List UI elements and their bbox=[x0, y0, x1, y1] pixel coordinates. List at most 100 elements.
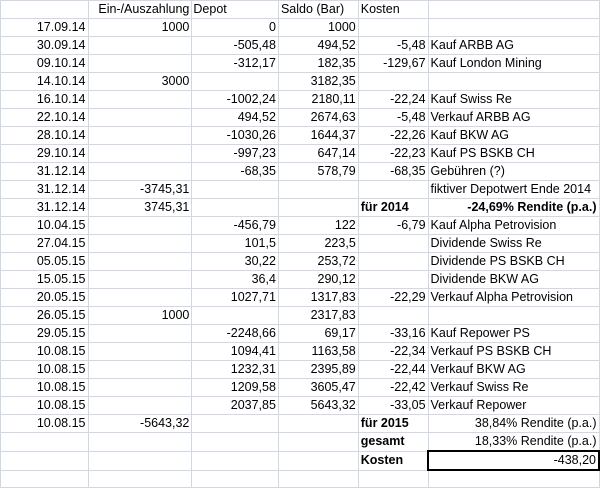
cell-beschreibung[interactable]: Dividende PS BSKB CH bbox=[427, 252, 600, 271]
cell-date[interactable] bbox=[0, 450, 89, 471]
cell-saldo[interactable] bbox=[277, 469, 359, 488]
cell-ein-auszahlung[interactable]: 3745,31 bbox=[87, 198, 193, 217]
cell-ein-auszahlung[interactable] bbox=[87, 252, 193, 271]
cell-ein-auszahlung[interactable] bbox=[87, 342, 193, 361]
cell-date[interactable]: 10.08.15 bbox=[0, 378, 89, 397]
cell-beschreibung[interactable]: Verkauf Swiss Re bbox=[427, 378, 600, 397]
cell-beschreibung[interactable]: Verkauf PS BSKB CH bbox=[427, 342, 600, 361]
cell-kosten[interactable] bbox=[357, 18, 429, 37]
cell-saldo[interactable]: 2674,63 bbox=[277, 108, 359, 127]
cell-date[interactable]: 10.04.15 bbox=[0, 216, 89, 235]
cell-date[interactable]: 17.09.14 bbox=[0, 18, 89, 37]
cell-date[interactable]: 31.12.14 bbox=[0, 180, 89, 199]
cell-saldo[interactable]: 1317,83 bbox=[277, 288, 359, 307]
cell-beschreibung[interactable]: fiktiver Depotwert Ende 2014 bbox=[427, 180, 600, 199]
cell-date[interactable] bbox=[0, 469, 89, 488]
cell-kosten[interactable]: Kosten bbox=[357, 450, 429, 471]
cell-ein-auszahlung[interactable] bbox=[87, 126, 193, 145]
cell-saldo[interactable]: 5643,32 bbox=[277, 396, 359, 415]
cell-kosten[interactable]: für 2014 bbox=[357, 198, 429, 217]
cell-date[interactable]: 14.10.14 bbox=[0, 72, 89, 91]
cell-saldo[interactable]: 2180,11 bbox=[277, 90, 359, 109]
cell-beschreibung[interactable]: Kauf Repower PS bbox=[427, 324, 600, 343]
cell-kosten[interactable]: -6,79 bbox=[357, 216, 429, 235]
cell-ein-auszahlung[interactable] bbox=[87, 288, 193, 307]
cell-depot[interactable]: 1027,71 bbox=[191, 288, 279, 307]
cell-ein-auszahlung[interactable] bbox=[87, 270, 193, 289]
cell-ein-auszahlung[interactable]: 1000 bbox=[87, 18, 193, 37]
cell-date[interactable]: 29.10.14 bbox=[0, 144, 89, 163]
cell-ein-auszahlung[interactable] bbox=[87, 216, 193, 235]
cell-beschreibung[interactable]: -24,69% Rendite (p.a.) bbox=[427, 198, 600, 217]
cell-saldo[interactable]: 1644,37 bbox=[277, 126, 359, 145]
cell-depot[interactable]: 36,4 bbox=[191, 270, 279, 289]
cell-date[interactable]: 10.08.15 bbox=[0, 396, 89, 415]
header-cell-saldo[interactable]: Saldo (Bar) bbox=[277, 0, 359, 19]
cell-kosten[interactable] bbox=[357, 180, 429, 199]
cell-depot[interactable]: -1030,26 bbox=[191, 126, 279, 145]
cell-date[interactable]: 26.05.15 bbox=[0, 306, 89, 325]
cell-ein-auszahlung[interactable] bbox=[87, 162, 193, 181]
cell-depot[interactable] bbox=[191, 198, 279, 217]
cell-depot[interactable]: 494,52 bbox=[191, 108, 279, 127]
cell-ein-auszahlung[interactable] bbox=[87, 360, 193, 379]
cell-saldo[interactable] bbox=[277, 180, 359, 199]
cell-date[interactable]: 30.09.14 bbox=[0, 36, 89, 55]
cell-date[interactable]: 16.10.14 bbox=[0, 90, 89, 109]
header-cell-depot[interactable]: Depot bbox=[191, 0, 279, 19]
cell-ein-auszahlung[interactable] bbox=[87, 469, 193, 488]
cell-date[interactable]: 09.10.14 bbox=[0, 54, 89, 73]
cell-saldo[interactable] bbox=[277, 450, 359, 471]
header-cell-kosten[interactable]: Kosten bbox=[357, 0, 429, 19]
cell-depot[interactable]: 1209,58 bbox=[191, 378, 279, 397]
cell-date[interactable]: 10.08.15 bbox=[0, 342, 89, 361]
cell-ein-auszahlung[interactable] bbox=[87, 324, 193, 343]
cell-depot[interactable]: 1094,41 bbox=[191, 342, 279, 361]
cell-kosten[interactable]: -22,24 bbox=[357, 90, 429, 109]
cell-ein-auszahlung[interactable]: -3745,31 bbox=[87, 180, 193, 199]
cell-depot[interactable] bbox=[191, 469, 279, 488]
cell-depot[interactable]: -68,35 bbox=[191, 162, 279, 181]
cell-kosten[interactable]: -22,42 bbox=[357, 378, 429, 397]
cell-beschreibung[interactable]: 18,33% Rendite (p.a.) bbox=[427, 432, 600, 452]
cell-depot[interactable]: -1002,24 bbox=[191, 90, 279, 109]
cell-kosten[interactable]: -33,16 bbox=[357, 324, 429, 343]
cell-ein-auszahlung[interactable] bbox=[87, 108, 193, 127]
cell-beschreibung[interactable]: Verkauf BKW AG bbox=[427, 360, 600, 379]
cell-kosten[interactable] bbox=[357, 72, 429, 91]
cell-beschreibung[interactable]: Dividende BKW AG bbox=[427, 270, 600, 289]
cell-ein-auszahlung[interactable] bbox=[87, 378, 193, 397]
cell-date[interactable]: 31.12.14 bbox=[0, 198, 89, 217]
cell-ein-auszahlung[interactable] bbox=[87, 36, 193, 55]
cell-depot[interactable] bbox=[191, 450, 279, 471]
header-cell-ein-auszahlung[interactable]: Ein-/Auszahlung bbox=[87, 0, 193, 19]
cell-ein-auszahlung[interactable] bbox=[87, 54, 193, 73]
cell-beschreibung[interactable]: Verkauf ARBB AG bbox=[427, 108, 600, 127]
cell-ein-auszahlung[interactable] bbox=[87, 234, 193, 253]
cell-kosten[interactable] bbox=[357, 469, 429, 488]
cell-saldo[interactable]: 69,17 bbox=[277, 324, 359, 343]
cell-kosten[interactable]: -5,48 bbox=[357, 108, 429, 127]
cell-kosten[interactable]: für 2015 bbox=[357, 414, 429, 433]
cell-ein-auszahlung[interactable]: 1000 bbox=[87, 306, 193, 325]
cell-saldo[interactable]: 1163,58 bbox=[277, 342, 359, 361]
cell-depot[interactable] bbox=[191, 306, 279, 325]
header-cell-beschreibung[interactable] bbox=[427, 0, 600, 19]
cell-depot[interactable] bbox=[191, 414, 279, 433]
cell-date[interactable]: 31.12.14 bbox=[0, 162, 89, 181]
cell-saldo[interactable]: 223,5 bbox=[277, 234, 359, 253]
cell-kosten[interactable] bbox=[357, 270, 429, 289]
cell-beschreibung[interactable] bbox=[427, 72, 600, 91]
cell-kosten[interactable]: -5,48 bbox=[357, 36, 429, 55]
cell-ein-auszahlung[interactable] bbox=[87, 144, 193, 163]
cell-ein-auszahlung[interactable] bbox=[87, 432, 193, 452]
cell-date[interactable]: 10.08.15 bbox=[0, 414, 89, 433]
cell-date[interactable] bbox=[0, 432, 89, 452]
cell-beschreibung[interactable] bbox=[427, 306, 600, 325]
cell-date[interactable]: 15.05.15 bbox=[0, 270, 89, 289]
cell-date[interactable]: 20.05.15 bbox=[0, 288, 89, 307]
cell-beschreibung[interactable]: -438,20 bbox=[427, 450, 600, 471]
cell-kosten[interactable]: -22,29 bbox=[357, 288, 429, 307]
